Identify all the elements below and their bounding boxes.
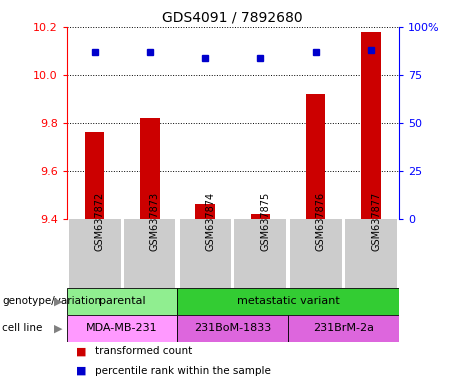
Text: ▶: ▶ bbox=[54, 323, 62, 333]
Text: GSM637872: GSM637872 bbox=[95, 192, 105, 251]
Bar bbox=[177, 315, 288, 342]
Bar bbox=[124, 219, 175, 288]
Text: ■: ■ bbox=[76, 346, 87, 356]
Text: GSM637873: GSM637873 bbox=[150, 192, 160, 251]
Bar bbox=[306, 94, 325, 219]
Text: ▶: ▶ bbox=[54, 296, 62, 306]
Bar bbox=[140, 118, 160, 219]
Bar bbox=[67, 288, 177, 315]
Bar bbox=[69, 219, 120, 288]
Bar bbox=[251, 214, 270, 219]
Bar bbox=[345, 219, 397, 288]
Bar bbox=[235, 219, 286, 288]
Text: 231BoM-1833: 231BoM-1833 bbox=[194, 323, 272, 333]
Text: metastatic variant: metastatic variant bbox=[237, 296, 339, 306]
Text: cell line: cell line bbox=[2, 323, 43, 333]
Bar bbox=[180, 219, 231, 288]
Bar bbox=[361, 32, 381, 219]
Text: GSM637877: GSM637877 bbox=[371, 192, 381, 251]
Text: GSM637876: GSM637876 bbox=[316, 192, 326, 251]
Text: parental: parental bbox=[99, 296, 146, 306]
Text: GSM637874: GSM637874 bbox=[205, 192, 215, 251]
Text: transformed count: transformed count bbox=[95, 346, 192, 356]
Bar bbox=[195, 205, 215, 219]
Bar bbox=[67, 315, 177, 342]
Text: GSM637875: GSM637875 bbox=[260, 192, 271, 251]
Text: percentile rank within the sample: percentile rank within the sample bbox=[95, 366, 271, 376]
Bar bbox=[290, 219, 342, 288]
Text: 231BrM-2a: 231BrM-2a bbox=[313, 323, 374, 333]
Text: MDA-MB-231: MDA-MB-231 bbox=[86, 323, 158, 333]
Bar bbox=[288, 315, 399, 342]
Bar bbox=[177, 288, 399, 315]
Bar bbox=[85, 132, 104, 219]
Text: ■: ■ bbox=[76, 366, 87, 376]
Title: GDS4091 / 7892680: GDS4091 / 7892680 bbox=[162, 10, 303, 24]
Text: genotype/variation: genotype/variation bbox=[2, 296, 101, 306]
